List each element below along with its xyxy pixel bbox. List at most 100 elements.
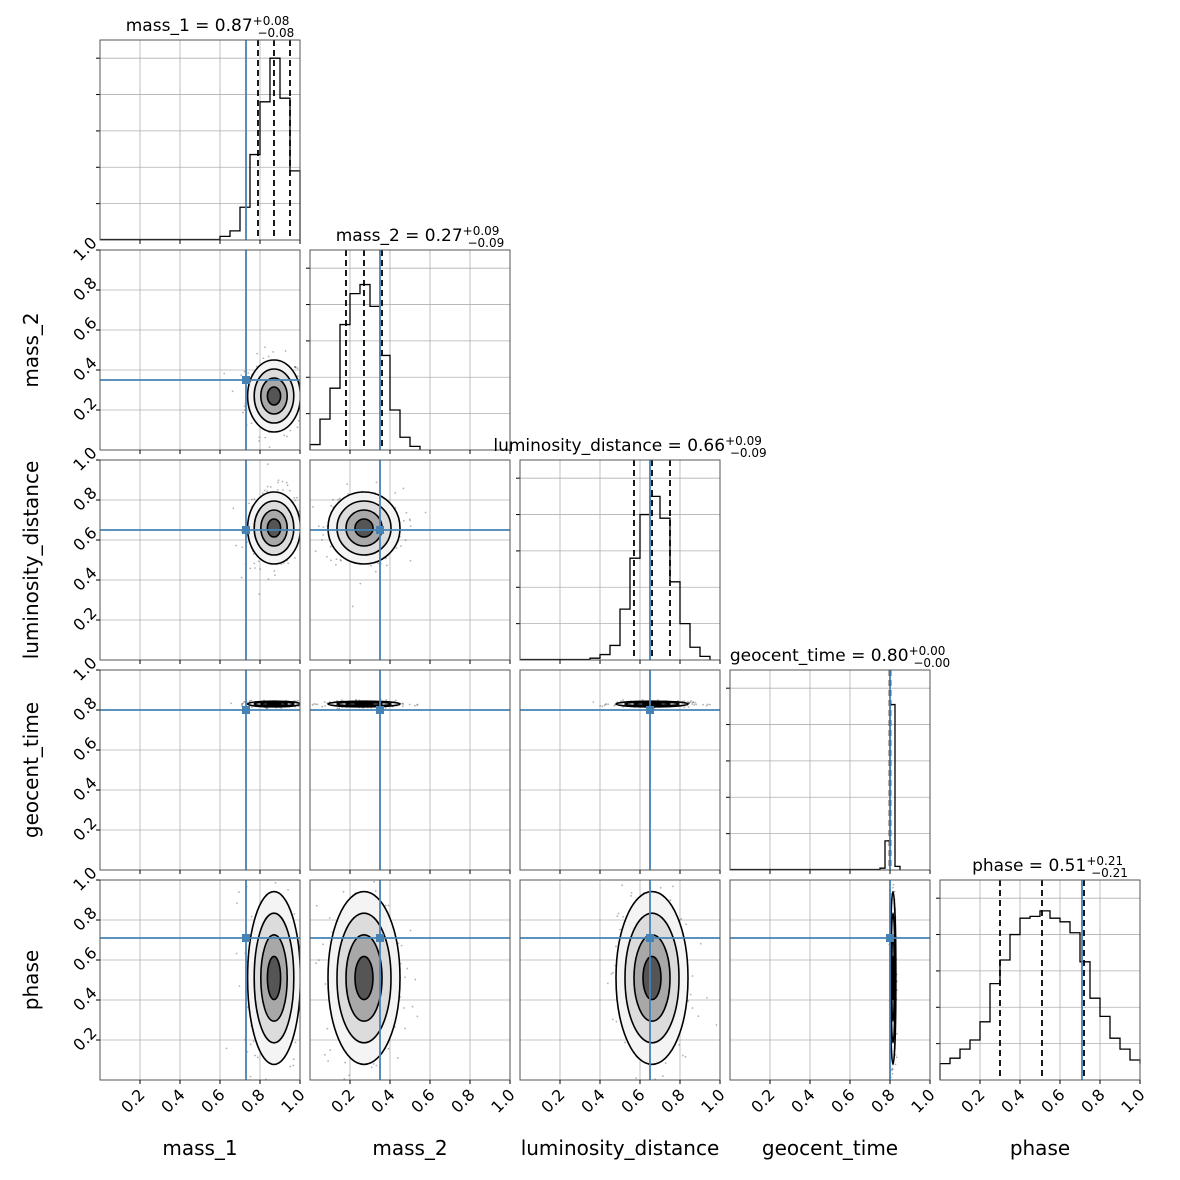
sample-point [338, 707, 341, 710]
sample-point [617, 912, 620, 915]
sample-point [690, 699, 692, 702]
sample-point [689, 701, 692, 704]
sample-point [303, 379, 305, 381]
sample-point [305, 997, 307, 999]
panel-title-geocent_time: geocent_time = 0.80+0.00 −0.00 [730, 644, 950, 670]
sample-point [355, 698, 357, 701]
sample-point [305, 403, 307, 405]
truth-marker [242, 526, 250, 534]
sample-point [346, 483, 349, 486]
sample-point [304, 705, 306, 707]
sample-point [343, 1118, 345, 1120]
sample-point [607, 703, 610, 706]
contour-0 [246, 359, 300, 433]
sample-point [287, 889, 289, 891]
sample-point [312, 703, 315, 705]
panel-mass_1-vs-mass_2 [99, 249, 307, 451]
density-level-3 [267, 956, 281, 1000]
contour-0 [327, 491, 401, 565]
sample-point [308, 706, 310, 708]
sample-point [683, 706, 686, 709]
sample-point [384, 904, 387, 907]
sample-point [692, 701, 695, 704]
sample-point [338, 497, 341, 500]
sample-point [304, 987, 306, 989]
sample-point [267, 355, 270, 358]
sample-point [892, 875, 894, 877]
sample-point [613, 704, 616, 707]
panel-mass_1-vs-phase [99, 879, 307, 1081]
title-minus-geocent_time: −0.00 [913, 656, 950, 670]
sample-point [337, 498, 339, 501]
sample-point [231, 390, 234, 393]
sample-point [599, 704, 602, 707]
sample-point [246, 1050, 249, 1053]
sample-point [359, 582, 362, 585]
ytick-label-mass_2: 0.8 [69, 273, 100, 304]
ytick-label-luminosity_distance: 1.0 [69, 443, 100, 474]
sample-point [699, 942, 702, 945]
sample-point [893, 1119, 895, 1121]
sample-point [715, 1023, 718, 1026]
sample-point [277, 481, 279, 484]
sample-point [692, 701, 694, 704]
diag-geocent_time-frame [729, 669, 931, 871]
sample-point [336, 875, 338, 877]
sample-point [272, 351, 275, 353]
ytick-label-mass_2: 1.0 [69, 233, 100, 264]
sample-point [615, 945, 617, 948]
hist-mass_2 [309, 283, 421, 450]
sample-point [395, 547, 398, 550]
contour-3 [354, 955, 374, 1001]
xtick-label-mass_1: 0.4 [157, 1085, 188, 1116]
sample-point [317, 959, 320, 961]
sample-point [306, 523, 308, 525]
truth-marker [376, 706, 384, 714]
sample-point [249, 1075, 252, 1078]
xtick-label-mass_2: 0.8 [447, 1085, 478, 1116]
sample-point [236, 902, 238, 905]
hist-phase [939, 910, 1141, 1080]
sample-point [669, 899, 672, 902]
sample-point [248, 502, 250, 505]
sample-point [386, 564, 388, 567]
sample-point [317, 525, 320, 528]
panel-mass_1-luminosity_distance-frame [99, 459, 301, 661]
sample-point [893, 872, 895, 874]
sample-point [269, 485, 272, 488]
sample-point [246, 1006, 249, 1009]
sample-point [249, 567, 252, 570]
sample-point [289, 1065, 292, 1068]
ytick-label-luminosity_distance: 0.2 [69, 603, 100, 634]
sample-point [252, 553, 255, 555]
sample-point [394, 699, 397, 702]
sample-point [688, 701, 691, 704]
sample-point [647, 1116, 649, 1118]
sample-point [680, 918, 683, 920]
sample-point [604, 703, 607, 706]
sample-point [321, 538, 323, 541]
panel-geocent_time-vs-phase [729, 872, 931, 1123]
sample-point [695, 1096, 697, 1098]
sample-point [292, 1064, 295, 1067]
panel-content-luminosity_distance-phase [520, 880, 720, 1118]
panel-content-mass_1-luminosity_distance [100, 460, 310, 660]
sample-point [621, 884, 624, 887]
ytick-label-mass_2: 0.2 [69, 393, 100, 424]
ylabel-phase: phase [19, 950, 43, 1010]
sample-point [681, 1054, 684, 1057]
sample-point [702, 703, 705, 706]
sample-point [254, 567, 256, 569]
sample-point [402, 1007, 405, 1009]
sample-point [267, 578, 270, 581]
sample-point [402, 487, 405, 490]
sample-point [402, 519, 405, 522]
sample-point [892, 1121, 894, 1123]
sample-point [250, 915, 253, 918]
sample-point [895, 1056, 898, 1059]
contour-0 [246, 890, 300, 1066]
sample-point [308, 514, 310, 516]
title-text-luminosity_distance: luminosity_distance = 0.66 [493, 436, 725, 456]
contour-0 [615, 890, 689, 1066]
contour-1 [253, 368, 295, 424]
